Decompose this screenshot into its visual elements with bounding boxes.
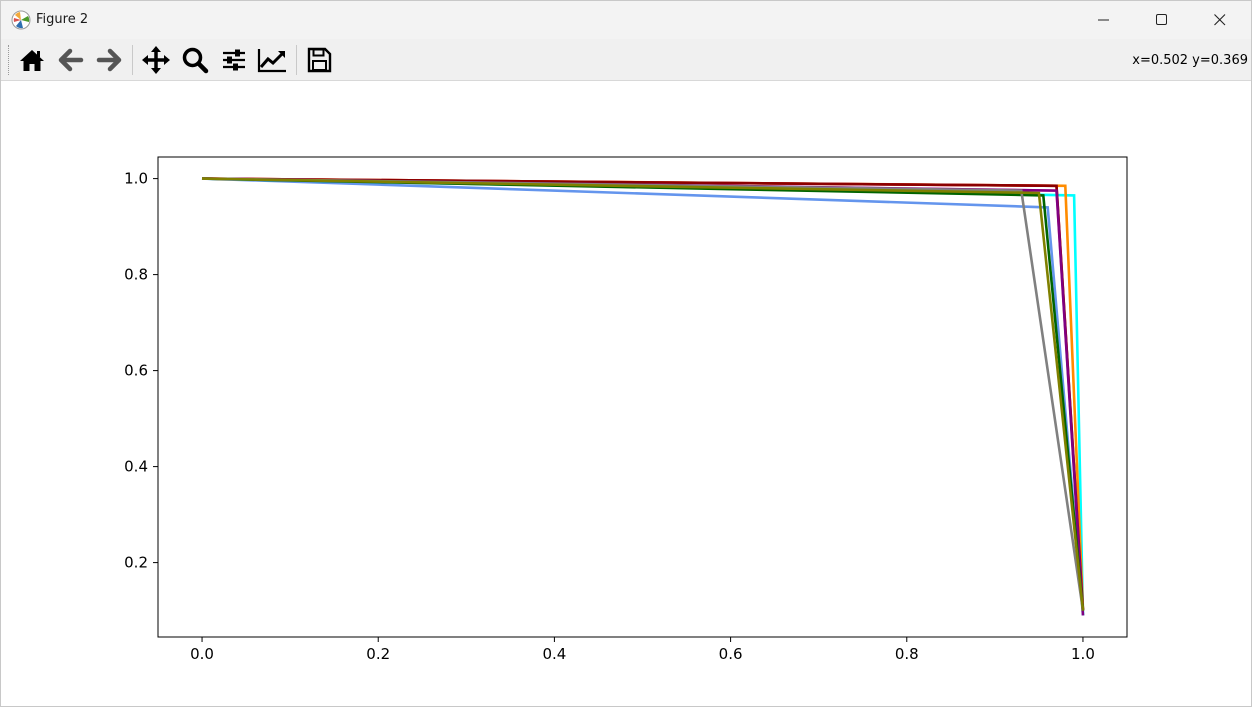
move-icon: [142, 46, 170, 74]
series-line-10: [201, 177, 1085, 611]
navigation-toolbar: x=0.502 y=0.369: [1, 39, 1251, 81]
home-button[interactable]: [15, 43, 49, 77]
minimize-icon: [1098, 19, 1109, 21]
series-line-8: [201, 177, 1085, 611]
x-tick-label: 0.8: [895, 645, 919, 663]
toolbar-separator: [296, 45, 297, 75]
y-tick-label: 0.4: [124, 458, 148, 476]
magnifier-icon: [182, 47, 209, 74]
series-line-2: [201, 177, 1085, 616]
x-tick-label: 0.4: [542, 645, 566, 663]
forward-button[interactable]: [92, 43, 126, 77]
save-button[interactable]: [302, 43, 336, 77]
line-chart[interactable]: 0.0 0.2 0.4 0.6 0.8 1.0 0.2 0.4 0.6 0.8 1.0: [1, 81, 1251, 706]
matplotlib-logo-icon: [11, 10, 31, 30]
maximize-button[interactable]: [1133, 1, 1191, 39]
series-line-5: [201, 177, 1085, 611]
y-tick-label: 0.2: [124, 554, 148, 572]
edit-axis-button[interactable]: [255, 43, 289, 77]
series-line-3: [201, 177, 1085, 611]
pan-button[interactable]: [139, 43, 173, 77]
home-icon: [20, 50, 44, 71]
floppy-disk-icon: [307, 47, 332, 73]
figure-canvas[interactable]: 0.0 0.2 0.4 0.6 0.8 1.0 0.2 0.4 0.6 0.8 1.0: [1, 81, 1251, 706]
close-icon: [1214, 14, 1226, 26]
series-line-9: [201, 177, 1085, 611]
maximize-icon: [1156, 14, 1167, 25]
back-button[interactable]: [54, 43, 88, 77]
subplots-button[interactable]: [217, 43, 251, 77]
close-button[interactable]: [1191, 1, 1249, 39]
y-tick-label: 1.0: [124, 170, 148, 188]
axes-frame: [157, 156, 1128, 638]
cursor-coordinates: x=0.502 y=0.369: [1132, 53, 1248, 68]
toolbar-grip[interactable]: [8, 45, 12, 75]
toolbar-separator: [132, 45, 133, 75]
series-line-1: [201, 177, 1085, 616]
arrow-right-icon: [96, 48, 122, 72]
series-line-4: [201, 177, 1085, 611]
x-tick-label: 0.0: [190, 645, 214, 663]
trend-line-icon: [257, 49, 286, 73]
series-line-7: [201, 177, 1085, 616]
sliders-icon: [223, 49, 245, 71]
y-tick-label: 0.6: [124, 362, 148, 380]
series-line-6: [201, 177, 1085, 611]
x-tick-label: 1.0: [1071, 645, 1095, 663]
x-tick-label: 0.2: [366, 645, 390, 663]
minimize-button[interactable]: [1075, 1, 1133, 39]
arrow-left-icon: [58, 48, 84, 72]
title-bar[interactable]: Figure 2: [1, 1, 1251, 39]
y-tick-label: 0.8: [124, 266, 148, 284]
window-title: Figure 2: [36, 12, 89, 27]
x-tick-label: 0.6: [719, 645, 743, 663]
zoom-button[interactable]: [178, 43, 212, 77]
